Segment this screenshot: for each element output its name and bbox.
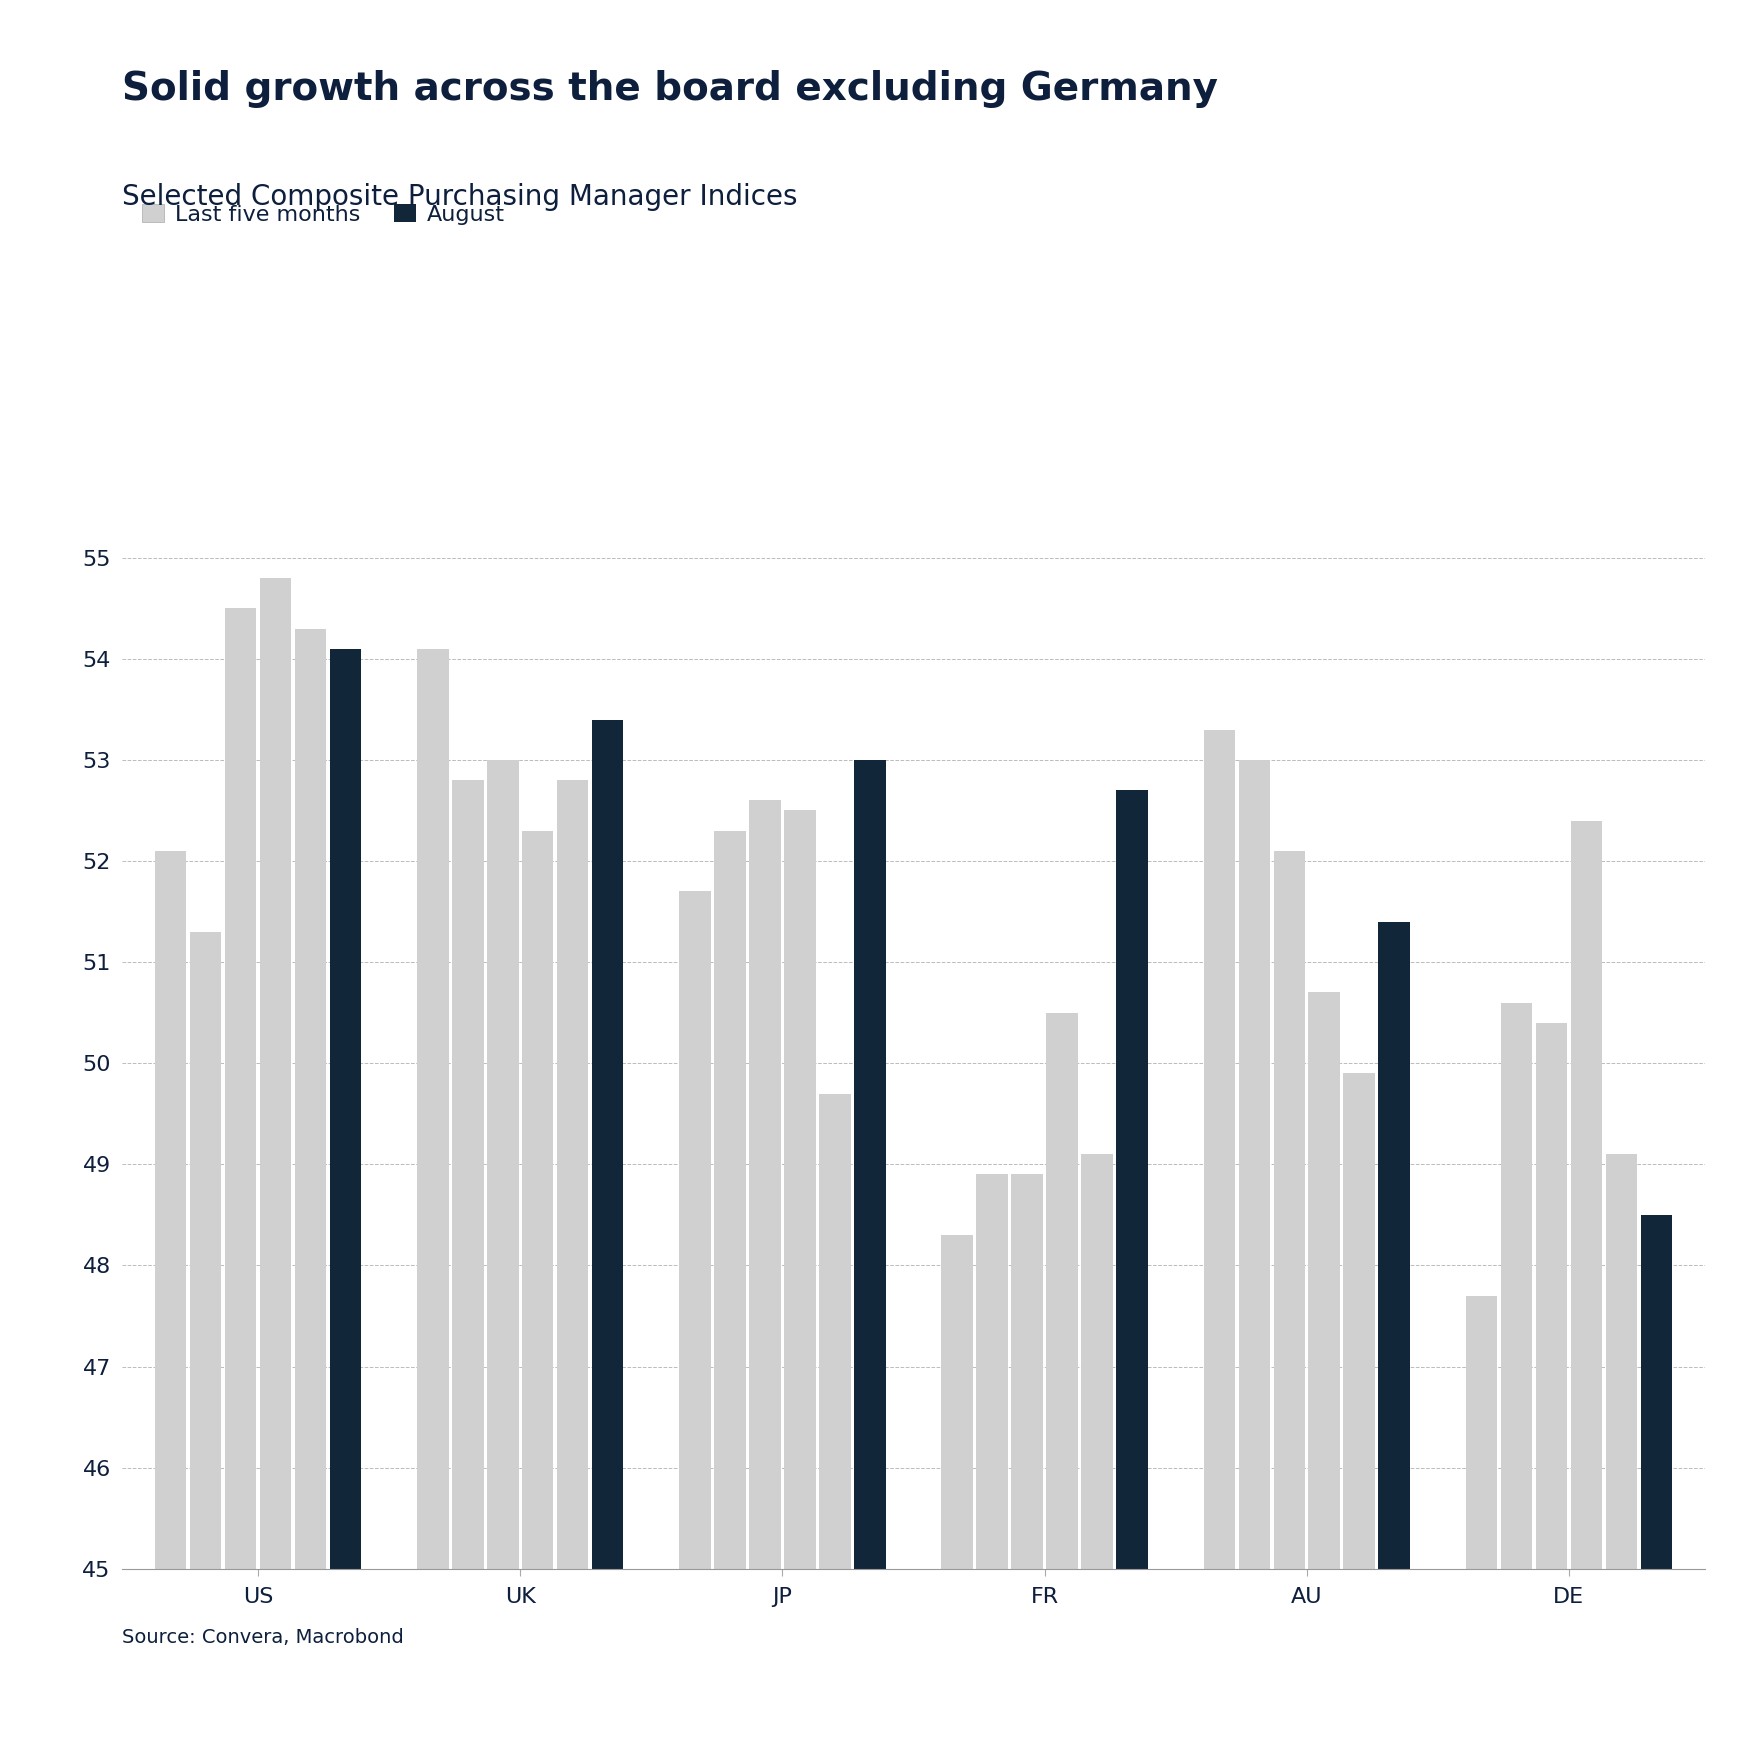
Legend: Last five months, August: Last five months, August [132, 195, 513, 234]
Bar [941, 1236, 972, 1569]
Bar [1499, 1002, 1532, 1569]
Bar [487, 760, 518, 1569]
Bar [294, 629, 327, 1569]
Bar [678, 891, 710, 1569]
Bar [1116, 790, 1148, 1569]
Bar [1203, 730, 1235, 1569]
Text: Source: Convera, Macrobond: Source: Convera, Macrobond [122, 1628, 403, 1647]
Bar [1640, 1215, 1671, 1569]
Bar [976, 1175, 1007, 1569]
Text: Solid growth across the board excluding Germany: Solid growth across the board excluding … [122, 70, 1217, 108]
Bar [556, 781, 588, 1569]
Bar [259, 579, 290, 1569]
Text: Selected Composite Purchasing Manager Indices: Selected Composite Purchasing Manager In… [122, 183, 796, 211]
Bar [1045, 1013, 1076, 1569]
Bar [1377, 922, 1409, 1569]
Bar [750, 800, 781, 1569]
Bar [1238, 760, 1269, 1569]
Bar [854, 760, 885, 1569]
Bar [1605, 1154, 1636, 1569]
Bar [1343, 1074, 1374, 1569]
Bar [330, 648, 362, 1569]
Bar [1080, 1154, 1113, 1569]
Bar [452, 781, 483, 1569]
Bar [1570, 821, 1602, 1569]
Bar [591, 720, 623, 1569]
Bar [224, 608, 256, 1569]
Bar [713, 831, 746, 1569]
Bar [1536, 1023, 1567, 1569]
Bar [819, 1093, 850, 1569]
Bar [1464, 1295, 1496, 1569]
Bar [417, 648, 449, 1569]
Bar [155, 851, 186, 1569]
Bar [1273, 851, 1304, 1569]
Bar [190, 933, 221, 1569]
Bar [784, 810, 816, 1569]
Bar [1010, 1175, 1042, 1569]
Bar [1308, 992, 1339, 1569]
Bar [522, 831, 553, 1569]
